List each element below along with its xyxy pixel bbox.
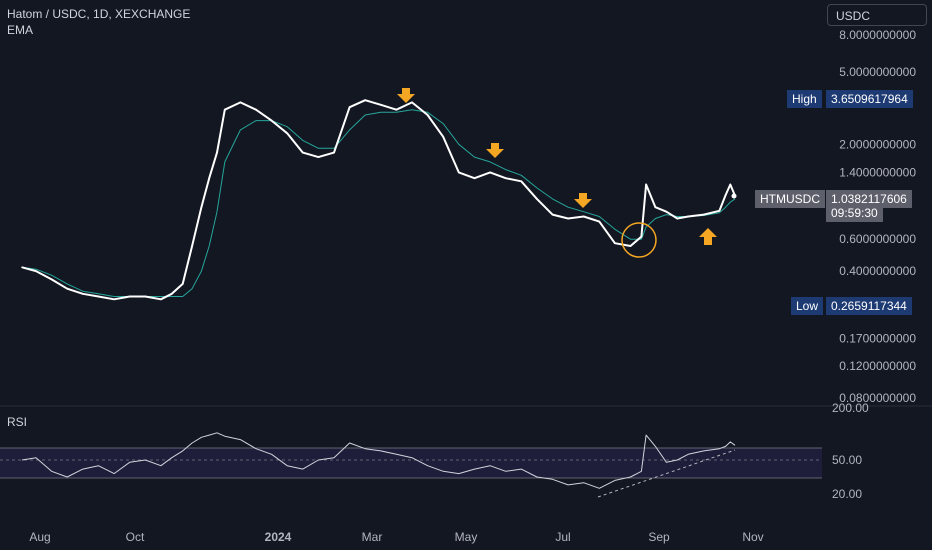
price-point (181, 283, 184, 285)
low-label-tag: Low (791, 297, 824, 315)
price-point (224, 108, 226, 111)
price-point (171, 293, 173, 295)
price-point (703, 213, 705, 216)
price-point (718, 210, 721, 212)
price-point (640, 235, 643, 238)
x-tick-label: Mar (362, 530, 383, 544)
price-point (302, 151, 304, 154)
last-price-dot (731, 193, 737, 199)
price-point (160, 298, 162, 301)
y-tick-label: 0.4000000000 (839, 264, 916, 278)
countdown-tag: 09:59:30 (826, 204, 883, 222)
rsi-tick-label: 200.00 (832, 401, 869, 415)
x-tick-label: Jul (555, 530, 570, 544)
price-point (567, 217, 569, 220)
indicator-label-ema[interactable]: EMA (7, 23, 34, 37)
low-value-tag: 0.2659117344 (826, 297, 912, 315)
price-point (654, 206, 657, 208)
down-arrow-icon (397, 88, 415, 103)
price-point (395, 108, 398, 111)
price-point (687, 215, 689, 218)
y-tick-label: 5.0000000000 (839, 65, 916, 79)
price-point (426, 114, 429, 116)
rsi-trend-line (597, 449, 736, 498)
high-label-tag: High (787, 90, 822, 108)
x-tick-label: May (455, 530, 478, 544)
price-point (411, 101, 413, 104)
price-point (665, 210, 668, 213)
rsi-band (0, 448, 822, 478)
price-point (676, 217, 679, 220)
price-point (82, 293, 84, 295)
price-point (458, 171, 460, 174)
price-point (239, 101, 242, 104)
price-point (645, 183, 647, 186)
price-point (551, 213, 554, 216)
highlight-circle (621, 222, 657, 258)
y-tick-label: 1.4000000000 (839, 165, 916, 179)
last-price-tag: 1.0382117606 (826, 190, 912, 208)
x-tick-label: Aug (29, 530, 50, 544)
rsi-tick-label: 20.00 (832, 487, 862, 501)
price-point (520, 180, 523, 183)
price-point (200, 206, 203, 208)
price-point (191, 245, 193, 247)
symbol-tag: HTMUSDC (755, 190, 825, 208)
price-point (442, 136, 445, 138)
price-series-line (21, 99, 736, 301)
rsi-series-line (21, 432, 736, 489)
price-point (255, 108, 257, 111)
price-point (35, 270, 37, 272)
up-arrow-icon (699, 228, 717, 245)
y-tick-label: 0.0800000000 (839, 391, 916, 405)
price-point (128, 295, 131, 298)
price-point (113, 298, 115, 301)
price-point (97, 295, 100, 298)
price-point (216, 151, 218, 154)
price-point (21, 266, 23, 269)
down-arrow-icon (574, 193, 592, 208)
y-tick-label: 8.0000000000 (839, 28, 916, 42)
rsi-pane-label[interactable]: RSI (7, 415, 28, 429)
y-tick-label: 0.6000000000 (839, 232, 916, 246)
price-point (489, 171, 491, 174)
y-tick-label: 0.1200000000 (839, 359, 916, 373)
price-point (504, 177, 507, 179)
price-point (66, 287, 68, 290)
price-point (729, 183, 732, 186)
down-arrow-icon (486, 143, 504, 158)
price-point (317, 156, 320, 158)
price-point (473, 177, 476, 179)
price-point (50, 278, 53, 281)
ema-series-line (21, 109, 736, 297)
rsi-tick-label: 50.00 (832, 453, 862, 467)
price-point (208, 177, 210, 179)
chart-title[interactable]: Hatom / USDC, 1D, XEXCHANGE (7, 7, 191, 21)
price-point (536, 198, 538, 200)
x-tick-label: Sep (648, 530, 670, 544)
price-point (582, 215, 585, 218)
price-point (724, 194, 727, 196)
x-tick-label: Oct (126, 530, 145, 544)
price-point (380, 104, 382, 106)
y-tick-label: 2.0000000000 (839, 137, 916, 151)
y-tick-label: 0.1700000000 (839, 332, 916, 346)
price-point (364, 99, 367, 101)
price-point (144, 295, 147, 298)
currency-button[interactable]: USDC (827, 4, 927, 26)
price-point (614, 242, 616, 244)
high-value-tag: 3.6509617964 (826, 90, 913, 108)
price-point (598, 220, 601, 223)
price-point (629, 245, 632, 247)
price-point (286, 132, 289, 135)
price-point (348, 106, 351, 108)
x-tick-label: 2024 (265, 530, 292, 544)
price-point (333, 151, 335, 154)
x-tick-label: Nov (742, 530, 763, 544)
price-point (270, 119, 273, 122)
